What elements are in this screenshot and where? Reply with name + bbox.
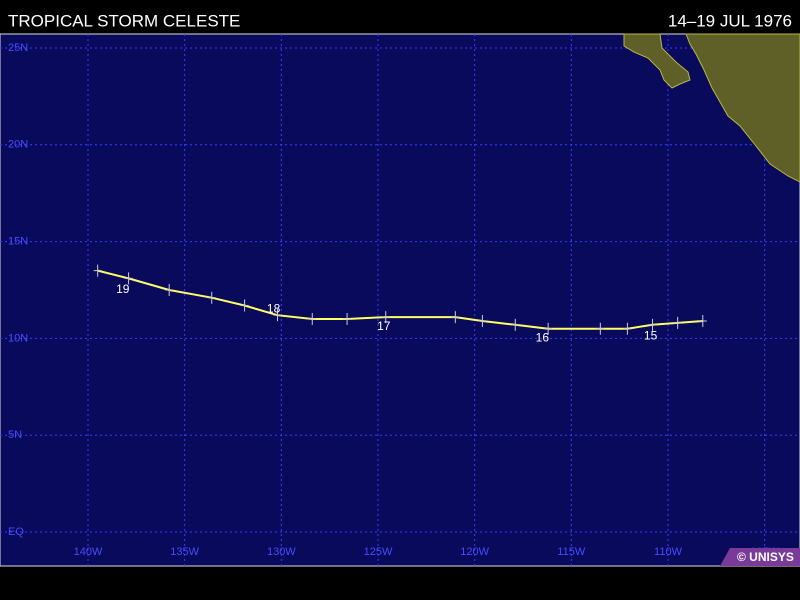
lat-label: EQ (8, 526, 24, 538)
track-position (698, 314, 707, 327)
lon-label: 125W (364, 546, 393, 558)
track-position (623, 322, 632, 335)
track-position (673, 316, 682, 329)
lat-label: 25N (8, 42, 28, 54)
track-line (97, 269, 703, 330)
track-position (451, 311, 460, 324)
lat-label: 20N (8, 139, 28, 151)
lat-label: 5N (8, 429, 22, 441)
day-label: 16 (536, 331, 550, 345)
baja-california (623, 33, 691, 89)
lon-label: 120W (460, 546, 489, 558)
track-position (381, 311, 390, 324)
track-position (511, 318, 520, 331)
track-position (240, 299, 249, 312)
date-range: 14–19 JUL 1976 (668, 11, 792, 30)
lon-label: 140W (74, 546, 103, 558)
lon-label: 110W (654, 546, 683, 558)
ocean (0, 33, 800, 567)
track-position (648, 318, 657, 331)
track-position (596, 322, 605, 335)
lon-label: 115W (557, 546, 586, 558)
track-position (124, 272, 133, 285)
day-label: 17 (377, 319, 391, 333)
track-position (93, 264, 102, 277)
day-label: 15 (644, 329, 658, 343)
lat-label: 15N (8, 236, 28, 248)
storm-title: TROPICAL STORM CELESTE (8, 11, 240, 30)
track-position (207, 291, 216, 304)
mexico-coast (685, 33, 800, 183)
credit-box (720, 548, 800, 566)
day-label: 18 (267, 302, 281, 316)
credit: © UNISYS (737, 550, 794, 564)
lon-label: 130W (267, 546, 296, 558)
grid: 25N 20N 15N 10N 5N EQ 140W 135W 130W 125W 120W 115W… (0, 34, 800, 566)
lat-label: 10N (8, 332, 28, 344)
track-position (308, 313, 317, 326)
track-position (165, 284, 174, 296)
lon-label: 135W (170, 546, 199, 558)
track-position (273, 309, 282, 322)
track-position (544, 322, 553, 335)
storm-track: 15 16 17 18 19 (93, 264, 707, 345)
track-position (343, 313, 352, 326)
day-label: 19 (116, 282, 130, 296)
track-position (478, 314, 487, 327)
